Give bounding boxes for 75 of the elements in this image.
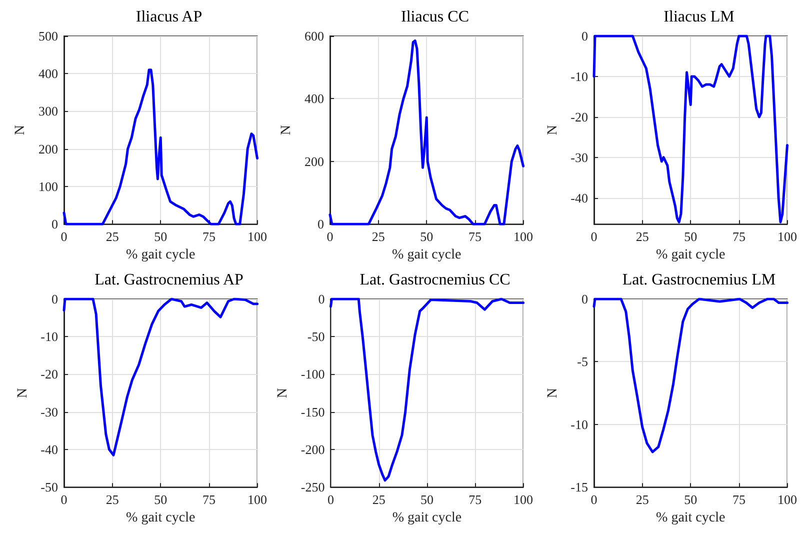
y-axis-title: N: [13, 124, 28, 136]
y-axis-title: N: [545, 124, 560, 136]
x-tick-label: 75: [732, 229, 746, 244]
y-tick-label: -200: [300, 442, 325, 457]
y-tick-label: -30: [570, 150, 588, 165]
y-tick-label: 0: [52, 216, 58, 232]
y-tick-label: -20: [570, 109, 588, 124]
line-series: [328, 39, 524, 226]
y-tick-label: 0: [318, 292, 325, 306]
x-tick-label: 75: [468, 229, 482, 244]
y-tick-label: -100: [300, 366, 325, 382]
x-tick-label: 25: [372, 492, 386, 508]
x-tick-label: 25: [106, 492, 119, 508]
y-tick-label: 200: [304, 154, 324, 169]
y-tick-label: -10: [570, 416, 588, 432]
x-tick-label: 75: [202, 229, 216, 244]
chart-title: Lat. Gastrocnemius CC: [360, 272, 510, 288]
y-tick-label: 200: [38, 141, 58, 156]
y-tick-label: -10: [40, 329, 58, 344]
y-tick-label: 0: [52, 292, 58, 306]
y-axis-title: N: [279, 124, 294, 136]
y-tick-label: -5: [577, 354, 588, 370]
chart-title: Iliacus AP: [136, 8, 202, 26]
x-tick-label: 75: [468, 492, 482, 508]
y-tick-label: -150: [300, 404, 325, 420]
y-tick-label: -40: [40, 442, 58, 457]
chart-title: Lat. Gastrocnemius LM: [622, 272, 776, 288]
x-tick-label: 25: [636, 229, 649, 244]
y-tick-label: 100: [38, 178, 58, 194]
x-tick-label: 25: [372, 229, 385, 244]
x-tick-label: 100: [248, 492, 267, 508]
y-tick-label: -40: [570, 190, 588, 206]
y-tick-label: -250: [300, 480, 325, 495]
x-tick-label: 50: [420, 492, 434, 508]
y-tick-label: 0: [582, 28, 588, 44]
y-tick-label: -20: [40, 366, 58, 382]
x-tick-label: 75: [202, 492, 216, 508]
y-tick-label: 0: [582, 292, 588, 306]
x-axis-title: % gait cycle: [126, 510, 196, 526]
y-axis-title: N: [545, 388, 560, 398]
x-tick-label: 50: [684, 492, 698, 508]
x-tick-label: 75: [732, 492, 746, 508]
x-tick-label: 50: [420, 229, 434, 244]
y-axis-title: N: [276, 388, 290, 398]
x-axis-title: % gait cycle: [392, 248, 462, 262]
x-axis-title: % gait cycle: [126, 248, 196, 262]
y-axis-title: N: [15, 388, 30, 398]
x-tick-label: 100: [778, 229, 797, 244]
chart-title: Lat. Gastrocnemius AP: [94, 272, 244, 288]
y-tick-label: 500: [38, 28, 58, 44]
x-tick-label: 50: [684, 229, 698, 244]
y-tick-label: 300: [38, 104, 58, 119]
y-tick-label: -50: [40, 480, 58, 495]
x-axis-title: % gait cycle: [656, 248, 726, 262]
x-tick-label: 100: [248, 229, 267, 244]
x-tick-label: 100: [778, 492, 797, 508]
y-tick-label: 0: [318, 216, 324, 232]
chart-title: Iliacus CC: [401, 8, 469, 26]
x-tick-label: 25: [636, 492, 649, 508]
line-series: [592, 34, 788, 224]
chart-title: Iliacus LM: [664, 8, 734, 26]
x-axis-title: % gait cycle: [656, 510, 726, 526]
x-tick-label: 100: [514, 492, 533, 508]
x-axis-title: % gait cycle: [392, 510, 462, 526]
y-tick-label: 400: [304, 91, 324, 106]
y-tick-label: -30: [40, 404, 58, 420]
x-tick-label: 100: [514, 229, 533, 244]
y-tick-label: 400: [38, 66, 58, 82]
y-tick-label: -50: [307, 329, 325, 344]
y-tick-label: -10: [570, 68, 588, 84]
x-tick-label: 50: [154, 492, 168, 508]
x-tick-label: 25: [106, 229, 119, 244]
y-tick-label: -15: [570, 480, 588, 495]
y-tick-label: 600: [304, 28, 324, 44]
x-tick-label: 50: [154, 229, 168, 244]
